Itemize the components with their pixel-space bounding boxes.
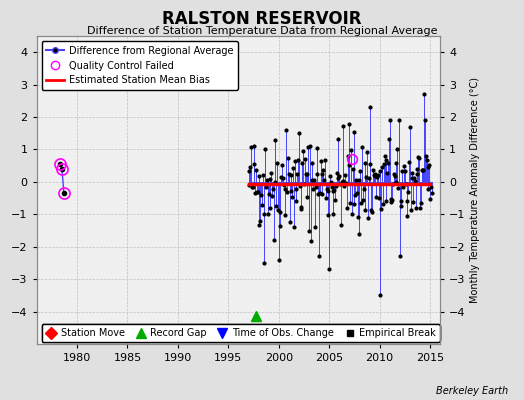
Y-axis label: Monthly Temperature Anomaly Difference (°C): Monthly Temperature Anomaly Difference (… [470,77,480,303]
Text: Difference of Station Temperature Data from Regional Average: Difference of Station Temperature Data f… [87,26,437,36]
Text: RALSTON RESERVOIR: RALSTON RESERVOIR [162,10,362,28]
Text: Berkeley Earth: Berkeley Earth [436,386,508,396]
Legend: Station Move, Record Gap, Time of Obs. Change, Empirical Break: Station Move, Record Gap, Time of Obs. C… [41,324,440,342]
